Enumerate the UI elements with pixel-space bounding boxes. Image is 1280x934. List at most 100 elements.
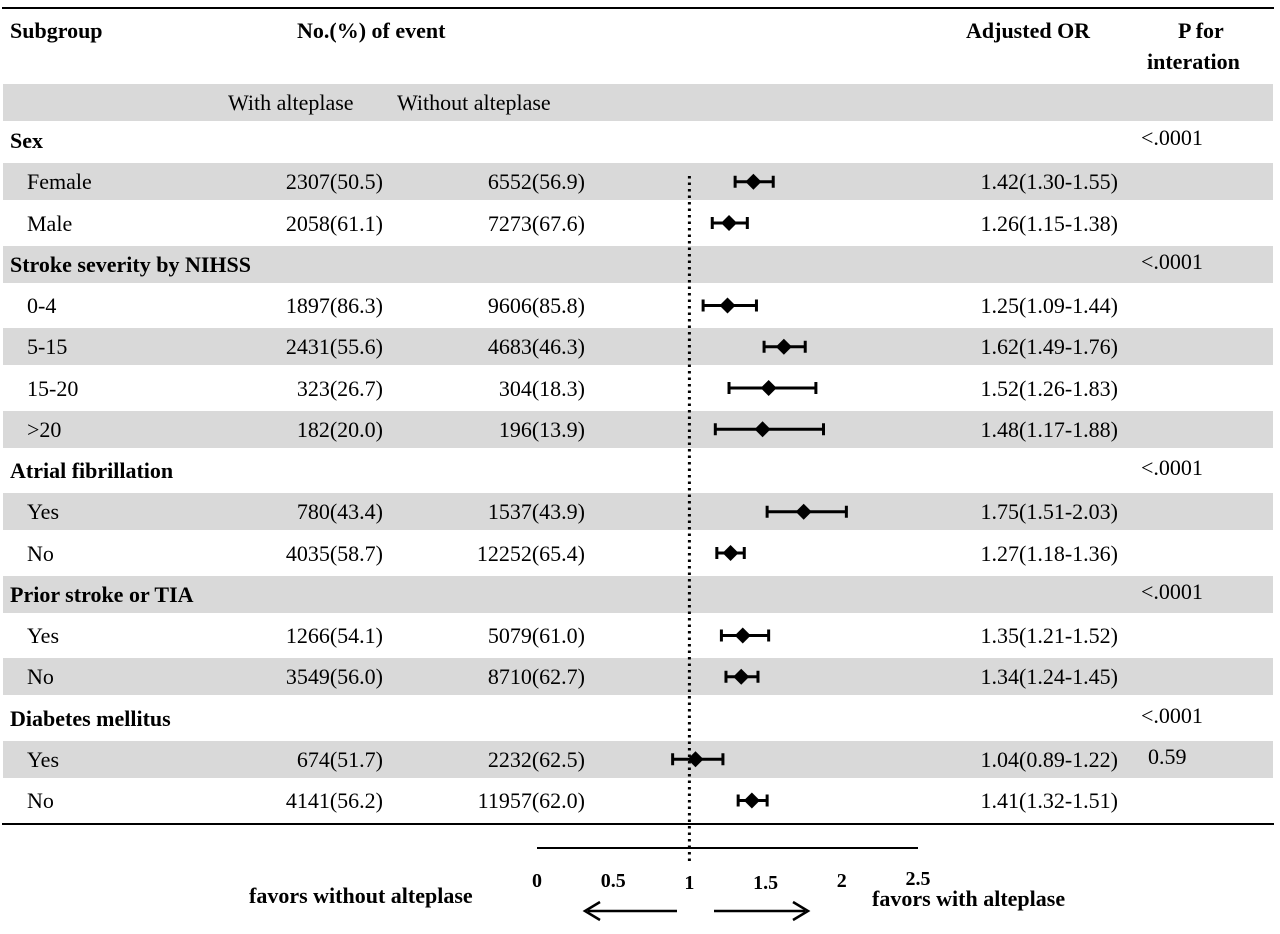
x-tick-label: 2.5	[905, 868, 931, 890]
point-estimate-diamond	[795, 503, 812, 520]
events-without-alteplase: 196(13.9)	[498, 416, 585, 442]
subgroup-label: No	[27, 788, 54, 813]
row-bg	[3, 575, 1273, 613]
x-tick-label: 1	[684, 872, 695, 894]
point-estimate-diamond	[760, 380, 777, 396]
adjusted-or-value: 1.48(1.17-1.88)	[980, 416, 1118, 442]
p-interaction: 0.59	[1148, 743, 1187, 769]
subgroup-label: Yes	[27, 623, 60, 648]
row-bg	[3, 493, 1273, 531]
events-with-alteplase: 674(51.7)	[296, 746, 383, 772]
group-label: Atrial fibrillation	[10, 458, 174, 483]
subheader-with: With alteplase	[228, 90, 354, 115]
point-estimate-diamond	[687, 751, 704, 768]
group-label: Stroke severity by NIHSS	[10, 251, 251, 277]
right-arrow-head	[792, 900, 811, 922]
row-bg	[3, 328, 1273, 366]
p-interaction: <.0001	[1141, 248, 1203, 274]
point-estimate-diamond	[754, 421, 771, 438]
point-estimate-diamond	[721, 215, 738, 231]
adjusted-or-value: 1.04(0.89-1.22)	[980, 746, 1118, 772]
adjusted-or-value: 1.35(1.21-1.52)	[980, 623, 1118, 648]
events-without-alteplase: 304(18.3)	[498, 375, 585, 401]
row-bg	[3, 740, 1273, 778]
p-interaction: <.0001	[1141, 578, 1203, 604]
point-estimate-diamond	[722, 545, 739, 561]
events-without-alteplase: 1537(43.9)	[487, 499, 585, 525]
events-without-alteplase: 7273(67.6)	[487, 210, 585, 236]
header-adjusted-or: Adjusted OR	[966, 18, 1091, 43]
events-without-alteplase: 5079(61.0)	[487, 623, 585, 648]
events-without-alteplase: 6552(56.9)	[487, 169, 585, 195]
adjusted-or-value: 1.62(1.49-1.76)	[980, 334, 1118, 360]
subgroup-label: No	[27, 540, 54, 566]
p-interaction: <.0001	[1141, 455, 1203, 480]
header-subgroup: Subgroup	[10, 18, 103, 43]
events-with-alteplase: 1266(54.1)	[285, 623, 383, 648]
subgroup-label: No	[27, 664, 54, 690]
subheader-row-bg	[3, 84, 1273, 121]
point-estimate-diamond	[743, 792, 760, 809]
group-label: Diabetes mellitus	[10, 705, 171, 731]
subgroup-label: 0-4	[27, 293, 57, 318]
group-label: Sex	[10, 128, 43, 153]
events-with-alteplase: 2431(55.6)	[285, 334, 383, 360]
events-with-alteplase: 182(20.0)	[296, 416, 383, 442]
events-without-alteplase: 9606(85.8)	[487, 293, 585, 318]
events-with-alteplase: 1897(86.3)	[285, 293, 383, 318]
events-without-alteplase: 4683(46.3)	[487, 334, 585, 360]
events-with-alteplase: 780(43.4)	[296, 499, 383, 525]
point-estimate-diamond	[734, 627, 751, 644]
subheader-without: Without alteplase	[397, 90, 551, 115]
events-without-alteplase: 2232(62.5)	[487, 746, 585, 772]
adjusted-or-value: 1.41(1.32-1.51)	[980, 788, 1118, 813]
subgroup-label: Yes	[27, 746, 60, 772]
adjusted-or-value: 1.26(1.15-1.38)	[980, 210, 1118, 236]
subgroup-label: Female	[27, 169, 92, 195]
adjusted-or-value: 1.34(1.24-1.45)	[980, 664, 1118, 690]
point-estimate-diamond	[775, 338, 792, 355]
x-tick-label: 0.5	[600, 870, 626, 892]
p-interaction: <.0001	[1141, 125, 1203, 150]
header-p-line2: interation	[1147, 49, 1240, 74]
adjusted-or-value: 1.25(1.09-1.44)	[980, 293, 1118, 318]
row-bg	[3, 658, 1273, 696]
point-estimate-diamond	[733, 668, 750, 685]
events-with-alteplase: 2058(61.1)	[285, 210, 383, 236]
subgroup-label: 15-20	[27, 375, 79, 401]
subgroup-label: >20	[27, 416, 62, 442]
events-with-alteplase: 3549(56.0)	[285, 664, 383, 690]
x-tick-label: 2	[836, 870, 847, 892]
events-with-alteplase: 4035(58.7)	[285, 540, 383, 566]
bottom-rule	[2, 823, 1274, 825]
subgroup-label: Yes	[27, 499, 60, 525]
adjusted-or-value: 1.52(1.26-1.83)	[980, 375, 1118, 401]
adjusted-or-value: 1.75(1.51-2.03)	[980, 499, 1118, 525]
top-rule	[2, 7, 1274, 9]
events-without-alteplase: 12252(65.4)	[476, 540, 585, 566]
subgroup-label: 5-15	[27, 334, 68, 360]
row-bg	[3, 245, 1273, 283]
x-tick-label: 1.5	[753, 872, 779, 894]
events-without-alteplase: 8710(62.7)	[487, 664, 585, 690]
x-tick-label: 0	[532, 870, 542, 892]
left-arrow-head	[582, 900, 601, 922]
events-with-alteplase: 2307(50.5)	[285, 169, 383, 195]
header-p-line1: P for	[1178, 18, 1224, 43]
point-estimate-diamond	[745, 173, 762, 190]
p-interaction: <.0001	[1141, 702, 1203, 728]
events-with-alteplase: 4141(56.2)	[285, 788, 383, 813]
left-favors-label: favors without alteplase	[249, 883, 473, 908]
subgroup-label: Male	[27, 210, 73, 236]
events-without-alteplase: 11957(62.0)	[477, 788, 585, 813]
events-with-alteplase: 323(26.7)	[296, 375, 383, 401]
group-label: Prior stroke or TIA	[10, 581, 194, 607]
header-events: No.(%) of event	[297, 18, 446, 43]
right-favors-label: favors with alteplase	[872, 886, 1066, 911]
row-bg	[3, 410, 1273, 448]
point-estimate-diamond	[719, 297, 736, 314]
adjusted-or-value: 1.42(1.30-1.55)	[980, 169, 1118, 195]
row-bg	[3, 163, 1273, 201]
